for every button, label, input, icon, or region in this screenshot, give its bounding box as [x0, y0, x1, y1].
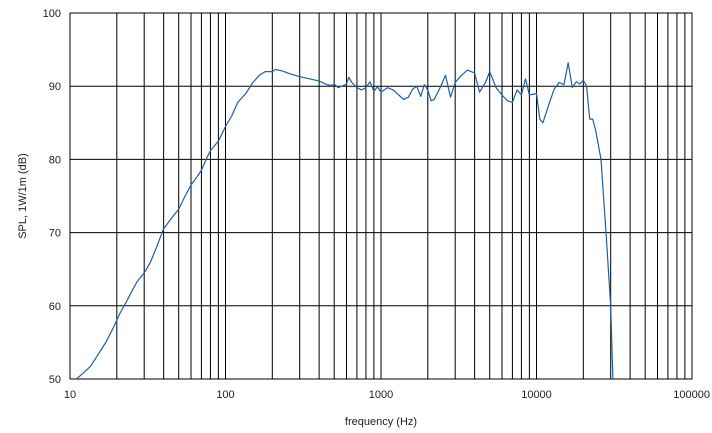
y-tick-label: 90 — [49, 81, 61, 93]
x-tick-label: 10000 — [521, 389, 552, 401]
x-tick-label: 10 — [64, 389, 76, 401]
y-tick-label: 60 — [49, 301, 61, 313]
x-tick-label: 100 — [216, 389, 234, 401]
y-tick-label: 70 — [49, 228, 61, 240]
y-tick-label: 100 — [43, 8, 61, 20]
x-tick-label: 1000 — [369, 389, 393, 401]
x-axis-label: frequency (Hz) — [345, 416, 417, 428]
spl-response-line — [76, 62, 614, 380]
y-axis-label: SPL, 1W/1m (dB) — [17, 153, 29, 239]
series-group — [76, 62, 614, 380]
y-tick-label: 80 — [49, 154, 61, 166]
x-tick-label: 100000 — [673, 389, 710, 401]
plot-frame — [69, 12, 693, 380]
x-tick-labels: 10 100 1000 10000 100000 — [64, 389, 710, 401]
y-tick-label: 50 — [49, 374, 61, 386]
y-tick-labels: 50 60 70 80 90 100 — [43, 8, 61, 386]
